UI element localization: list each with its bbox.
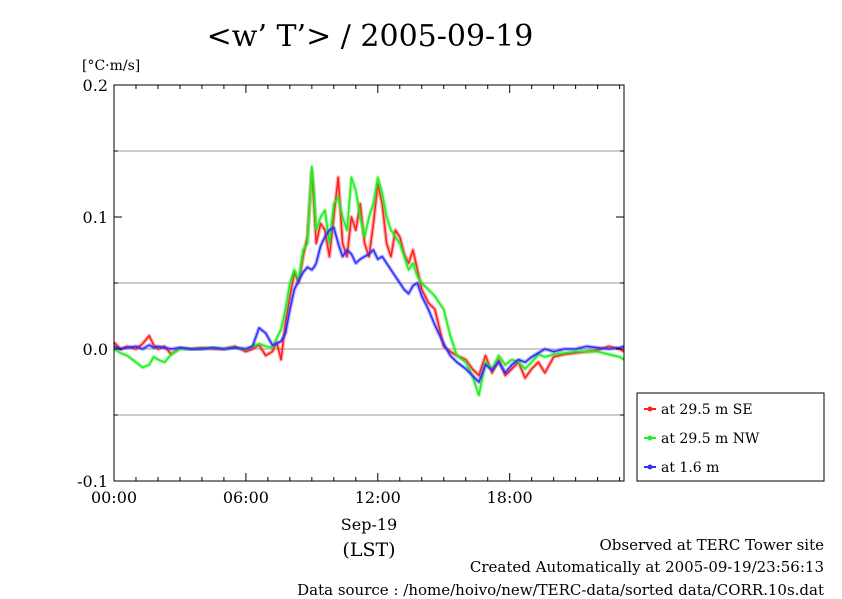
series-line-1 (113, 166, 625, 397)
legend-label-2: at 1.6 m (661, 460, 719, 476)
legend-marker-2 (647, 464, 653, 470)
x-axis-label: (LST) (342, 539, 395, 561)
legend-marker-0 (647, 406, 653, 412)
footer-site: Observed at TERC Tower site (599, 536, 824, 554)
series-line-0 (113, 170, 625, 379)
axis-ticks: -0.1 0.0 0.1 0.2 00:00 06:00 12:00 18:00 (77, 76, 624, 507)
footer-created: Created Automatically at 2005-09-19/23:5… (469, 558, 824, 576)
x-date-label: Sep-19 (341, 515, 397, 534)
x-tick-label-2: 12:00 (355, 488, 401, 507)
chart-title: <w’ T’> / 2005-09-19 (207, 19, 534, 54)
footer-source: Data source : /home/hoivo/new/TERC-data/… (297, 581, 824, 599)
y-tick-label-2: 0.1 (83, 208, 108, 227)
series-halo-0 (112, 168, 626, 380)
legend-box (636, 392, 825, 482)
series-halo-1 (112, 164, 626, 398)
y-tick-label-3: 0.2 (83, 76, 108, 95)
legend-label-0: at 29.5 m SE (661, 402, 753, 418)
x-tick-label-1: 06:00 (223, 488, 269, 507)
series-line-2 (113, 226, 625, 383)
y-axis-label: [°C·m/s] (82, 58, 140, 74)
x-tick-label-0: 00:00 (91, 488, 137, 507)
legend-marker-1 (647, 435, 653, 441)
y-tick-label-1: 0.0 (83, 340, 108, 359)
legend: at 29.5 m SE at 29.5 m NW at 1.6 m (636, 392, 825, 482)
y-tick-label-0: -0.1 (77, 472, 108, 491)
series-lines (112, 164, 626, 398)
x-tick-label-3: 18:00 (487, 488, 533, 507)
legend-label-1: at 29.5 m NW (661, 431, 760, 447)
grid-lines (114, 150, 624, 416)
